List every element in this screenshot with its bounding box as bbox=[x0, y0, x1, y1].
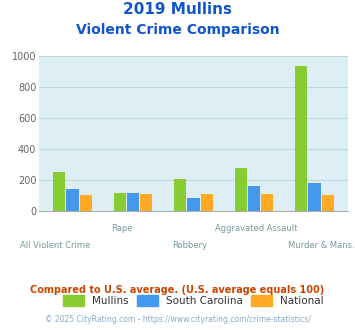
Bar bbox=[201, 194, 213, 211]
Bar bbox=[140, 194, 152, 211]
Bar bbox=[295, 66, 307, 211]
Bar bbox=[80, 195, 92, 211]
Bar bbox=[261, 194, 273, 211]
Bar bbox=[248, 186, 260, 211]
Bar bbox=[114, 193, 126, 211]
Text: Rape: Rape bbox=[111, 224, 133, 233]
Text: All Violent Crime: All Violent Crime bbox=[20, 241, 90, 250]
Bar bbox=[127, 193, 139, 211]
Text: 2019 Mullins: 2019 Mullins bbox=[123, 2, 232, 16]
Bar bbox=[174, 180, 186, 211]
Text: © 2025 CityRating.com - https://www.cityrating.com/crime-statistics/: © 2025 CityRating.com - https://www.city… bbox=[45, 315, 310, 324]
Legend: Mullins, South Carolina, National: Mullins, South Carolina, National bbox=[59, 291, 328, 310]
Text: Violent Crime Comparison: Violent Crime Comparison bbox=[76, 23, 279, 37]
Text: Robbery: Robbery bbox=[172, 241, 207, 250]
Text: Aggravated Assault: Aggravated Assault bbox=[215, 224, 297, 233]
Text: Murder & Mans...: Murder & Mans... bbox=[288, 241, 355, 250]
Text: Compared to U.S. average. (U.S. average equals 100): Compared to U.S. average. (U.S. average … bbox=[31, 285, 324, 295]
Bar bbox=[187, 198, 200, 211]
Bar bbox=[308, 183, 321, 211]
Bar bbox=[235, 168, 247, 211]
Bar bbox=[66, 189, 79, 211]
Bar bbox=[53, 172, 65, 211]
Bar bbox=[322, 195, 334, 211]
